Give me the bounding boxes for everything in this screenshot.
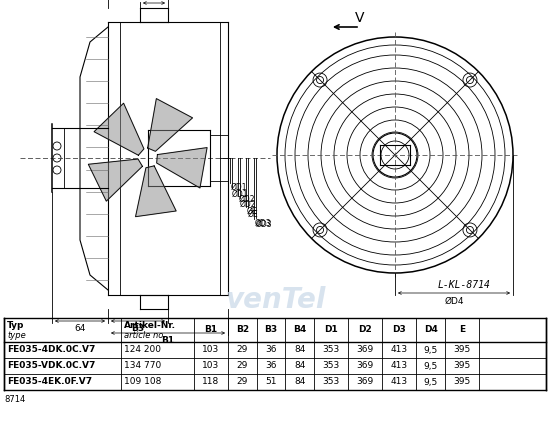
Text: Artikel-Nr.: Artikel-Nr.	[124, 322, 175, 331]
Text: 103: 103	[202, 362, 219, 371]
Text: 9,5: 9,5	[424, 345, 438, 354]
Text: Typ: Typ	[7, 322, 24, 331]
Text: 84: 84	[294, 362, 305, 371]
Text: 369: 369	[356, 345, 374, 354]
Text: 84: 84	[294, 345, 305, 354]
Text: ØD3: ØD3	[256, 220, 273, 229]
Text: 109 108: 109 108	[124, 378, 161, 387]
Text: 84: 84	[294, 378, 305, 387]
Text: V: V	[355, 11, 365, 25]
Text: 413: 413	[391, 362, 408, 371]
Text: D3: D3	[393, 326, 406, 335]
Text: B3: B3	[131, 324, 145, 333]
Text: L-KL-8714: L-KL-8714	[437, 280, 490, 290]
Text: B2: B2	[235, 326, 249, 335]
Polygon shape	[157, 147, 207, 188]
Text: 36: 36	[265, 345, 277, 354]
Text: FE035-4DK.0C.V7: FE035-4DK.0C.V7	[7, 345, 95, 354]
Text: 36: 36	[265, 362, 277, 371]
Text: 29: 29	[236, 345, 248, 354]
Text: article no.: article no.	[124, 331, 166, 340]
Text: B3: B3	[265, 326, 278, 335]
Text: 395: 395	[454, 378, 471, 387]
Text: 413: 413	[391, 345, 408, 354]
Text: 369: 369	[356, 362, 374, 371]
Polygon shape	[89, 159, 142, 201]
Text: 103: 103	[202, 345, 219, 354]
Text: 9,5: 9,5	[424, 362, 438, 371]
Text: D2: D2	[359, 326, 372, 335]
Text: venTel: venTel	[225, 286, 325, 314]
Text: 29: 29	[236, 362, 248, 371]
Text: 8714: 8714	[4, 395, 25, 404]
Text: 395: 395	[454, 362, 471, 371]
Text: 413: 413	[391, 378, 408, 387]
Text: 64: 64	[74, 324, 86, 333]
Text: ØE: ØE	[248, 210, 258, 219]
Text: B1: B1	[204, 326, 217, 335]
Text: ØD4: ØD4	[444, 297, 464, 306]
Text: B4: B4	[293, 326, 306, 335]
Text: ØD1: ØD1	[231, 183, 248, 192]
Text: ØD3: ØD3	[255, 219, 272, 228]
Text: E: E	[459, 326, 465, 335]
Text: ØD2: ØD2	[240, 200, 256, 209]
Text: ØE: ØE	[247, 207, 257, 216]
Text: 124 200: 124 200	[124, 345, 161, 354]
Text: D4: D4	[424, 326, 438, 335]
Text: 9,5: 9,5	[424, 378, 438, 387]
Text: FE035-VDK.0C.V7: FE035-VDK.0C.V7	[7, 362, 95, 371]
Text: 29: 29	[236, 378, 248, 387]
Text: ØD2: ØD2	[239, 195, 256, 204]
Text: 369: 369	[356, 378, 374, 387]
Text: 118: 118	[202, 378, 219, 387]
Text: B1: B1	[162, 336, 174, 345]
Polygon shape	[135, 166, 176, 217]
Text: 134 770: 134 770	[124, 362, 161, 371]
Text: 353: 353	[322, 345, 340, 354]
Polygon shape	[147, 98, 192, 151]
Text: type: type	[7, 331, 26, 340]
Polygon shape	[94, 103, 144, 155]
Text: 353: 353	[322, 378, 340, 387]
Text: 51: 51	[265, 378, 277, 387]
Text: FE035-4EK.0F.V7: FE035-4EK.0F.V7	[7, 378, 92, 387]
Text: ØD1: ØD1	[232, 190, 249, 199]
Text: 395: 395	[454, 345, 471, 354]
Text: D1: D1	[324, 326, 338, 335]
Text: 353: 353	[322, 362, 340, 371]
